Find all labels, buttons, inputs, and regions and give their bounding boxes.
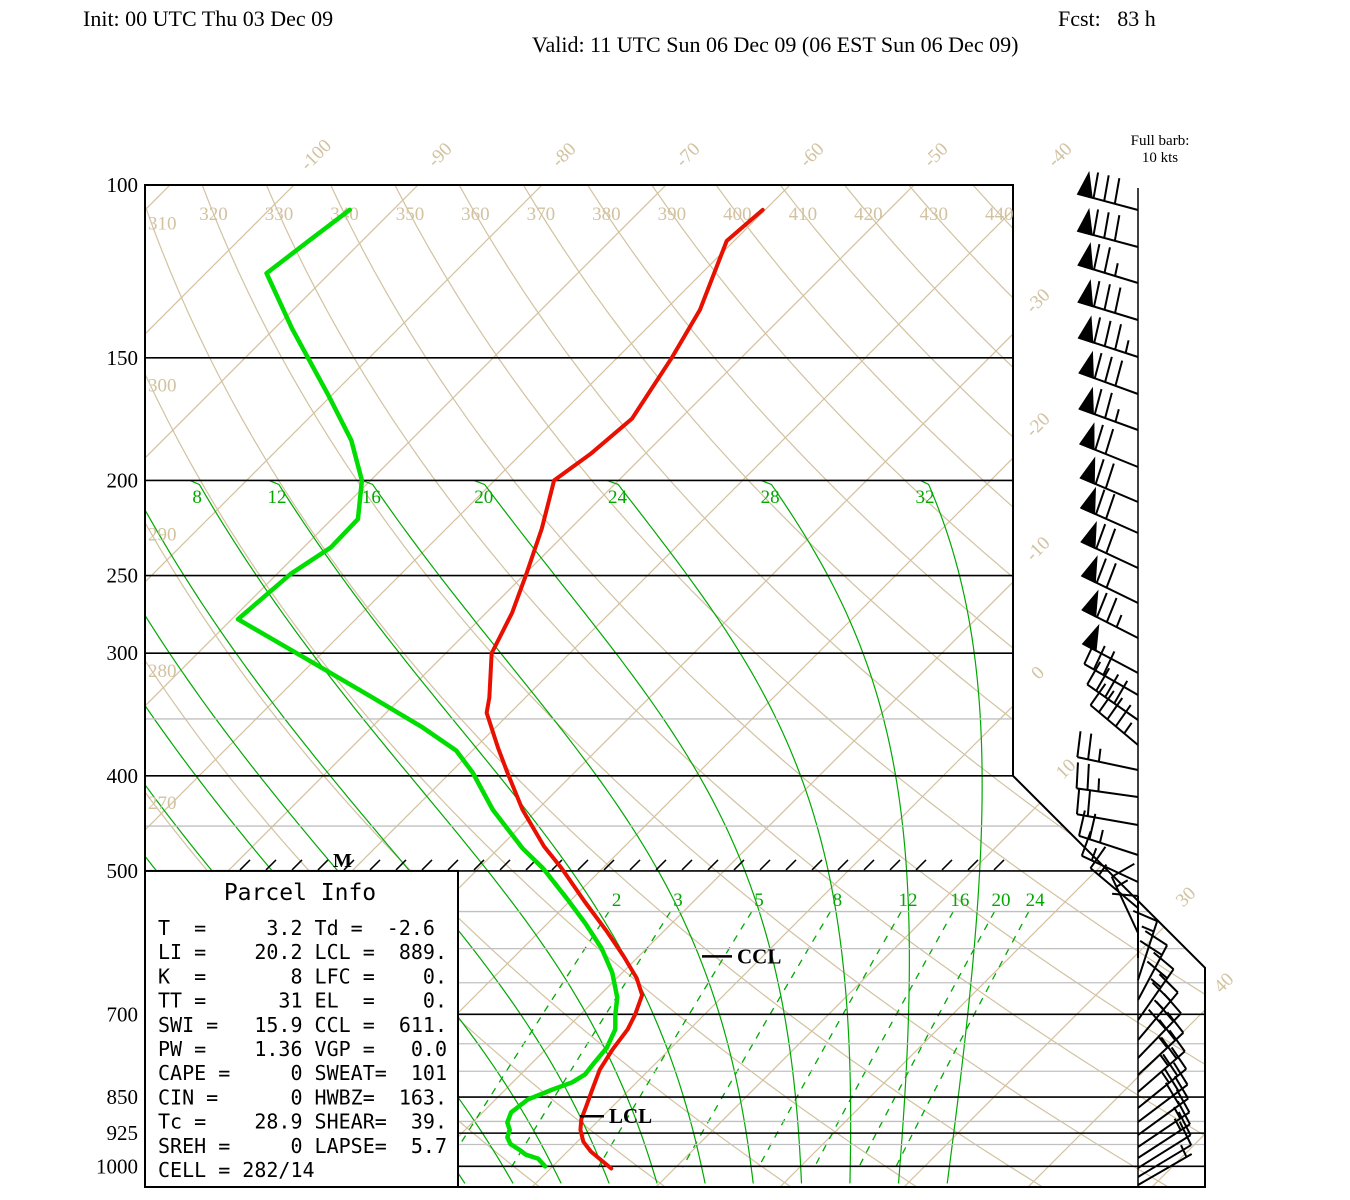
isotherm-label: -100 [296, 135, 335, 174]
mixing-ratio-label: 5 [754, 890, 764, 911]
parcel-info-box: Parcel Info T = 3.2 Td = -2.6LI = 20.2 LC… [144, 869, 459, 1188]
hatch-tick-row [239, 859, 1005, 871]
pressure-tick-label: 200 [107, 468, 139, 492]
pressure-tick-label: 700 [107, 1002, 139, 1026]
theta-label: 440 [985, 204, 1014, 225]
moist-adiabat-label: 8 [192, 487, 202, 508]
lcl-marker: LCL [580, 1104, 652, 1128]
isotherm-label: -80 [548, 139, 581, 172]
theta-label: 300 [148, 375, 177, 396]
moist-adiabat-label: 24 [608, 487, 628, 508]
mixing-ratio-label: 3 [673, 890, 683, 911]
pressure-tick-label: 850 [107, 1085, 139, 1109]
theta-label: 310 [148, 213, 177, 234]
parcel-info-line: LI = 20.2 LCL = 889. [158, 940, 447, 964]
mixing-ratio-label: 24 [1026, 890, 1046, 911]
pressure-tick-label: 400 [107, 764, 139, 788]
theta-label: 330 [265, 204, 294, 225]
theta-label: 390 [658, 204, 687, 225]
pressure-tick-label: 300 [107, 641, 139, 665]
green-line-labels: 8 12 16 20 24 28 32 2 3 5 8 12 16 20 24 [192, 487, 1045, 911]
isotherm-label: -70 [672, 139, 705, 172]
theta-label: 400 [723, 204, 752, 225]
init-time-label: Init: 00 UTC Thu 03 Dec 09 [83, 6, 334, 31]
wind-barb-legend: Full barb: 10 kts [1100, 133, 1220, 167]
isotherm-label: -10 [1022, 533, 1055, 566]
wind-barb-legend-line2: 10 kts [1141, 150, 1179, 166]
parcel-info-line: TT = 31 EL = 0. [158, 989, 447, 1013]
theta-label: 360 [461, 204, 490, 225]
pressure-tick-label: 500 [107, 859, 139, 883]
theta-label: 270 [148, 793, 177, 814]
mixing-ratio-label: 12 [899, 890, 918, 911]
wind-barb-legend-line1: Full barb: [1130, 133, 1190, 149]
pressure-tick-label: 1000 [96, 1154, 138, 1178]
theta-label: 350 [396, 204, 425, 225]
pressure-tick-label: 250 [107, 564, 139, 588]
moist-adiabat-label: 12 [268, 487, 287, 508]
isotherm-label: -90 [424, 139, 457, 172]
isotherm-label: -30 [1022, 285, 1055, 318]
parcel-info-line: CELL = 282/14 [158, 1158, 315, 1182]
parcel-info-line: SWI = 15.9 CCL = 611. [158, 1013, 447, 1037]
mixing-ratio-label: 8 [833, 890, 843, 911]
parcel-info-line: K = 8 LFC = 0. [158, 964, 447, 988]
mixing-ratio-lines [445, 911, 1030, 1168]
isotherm-label: -60 [796, 139, 829, 172]
ccl-marker: CCL [702, 944, 781, 968]
pressure-tick-label: 925 [107, 1121, 139, 1145]
theta-label: 380 [592, 204, 621, 225]
moist-adiabat-label: 32 [916, 487, 935, 508]
theta-label: 430 [920, 204, 949, 225]
dewpoint-trace [235, 207, 620, 1169]
isotherm-lines [145, 185, 1205, 1187]
theta-label: 320 [199, 204, 228, 225]
theta-label: 420 [854, 204, 883, 225]
isotherm-label: 40 [1210, 969, 1238, 997]
isotherm-label: -40 [1044, 139, 1077, 172]
theta-label: 410 [789, 204, 818, 225]
theta-label: 290 [148, 524, 177, 545]
moist-adiabat-label: 20 [474, 487, 493, 508]
lcl-marker-label: LCL [609, 1104, 652, 1128]
parcel-info-line: CIN = 0 HWBZ= 163. [158, 1085, 447, 1109]
valid-time-label: Valid: 11 UTC Sun 06 Dec 09 (06 EST Sun … [532, 32, 1019, 57]
parcel-info-line: SREH = 0 LAPSE= 5.7 [158, 1134, 447, 1158]
m-marker: M [333, 850, 352, 872]
parcel-info-line: PW = 1.36 VGP = 0.0 [158, 1037, 447, 1061]
moist-adiabat-label: 16 [362, 487, 381, 508]
parcel-info-title: Parcel Info [224, 880, 376, 906]
grid-lines [145, 185, 1205, 1187]
mixing-ratio-label: 2 [612, 890, 622, 911]
theta-label: 370 [527, 204, 556, 225]
isotherm-label: -50 [920, 139, 953, 172]
parcel-info-line: T = 3.2 Td = -2.6 [158, 916, 435, 940]
isotherm-label: 10 [1052, 755, 1080, 783]
moist-adiabat-label: 28 [761, 487, 780, 508]
pressure-axis-labels: 100 150 200 250 300 400 500 700 850 925 1000 [96, 173, 138, 1178]
ccl-marker-label: CCL [737, 944, 781, 968]
isotherm-label: 0 [1027, 662, 1049, 684]
isotherm-label: 30 [1172, 883, 1200, 911]
wind-barbs [1075, 170, 1193, 1186]
plot-border [144, 184, 1206, 1188]
temperature-trace [484, 207, 765, 1171]
pressure-tick-label: 100 [107, 173, 139, 197]
parcel-info-line: CAPE = 0 SWEAT= 101 [158, 1061, 447, 1085]
parcel-info-line: Tc = 28.9 SHEAR= 39. [158, 1110, 447, 1134]
forecast-hour-label: Fcst: 83 h [1058, 6, 1156, 31]
pressure-tick-label: 150 [107, 346, 139, 370]
mixing-ratio-label: 16 [950, 890, 969, 911]
mixing-ratio-label: 20 [991, 890, 1010, 911]
isotherm-label: -20 [1022, 409, 1055, 442]
theta-label: 280 [148, 661, 177, 682]
